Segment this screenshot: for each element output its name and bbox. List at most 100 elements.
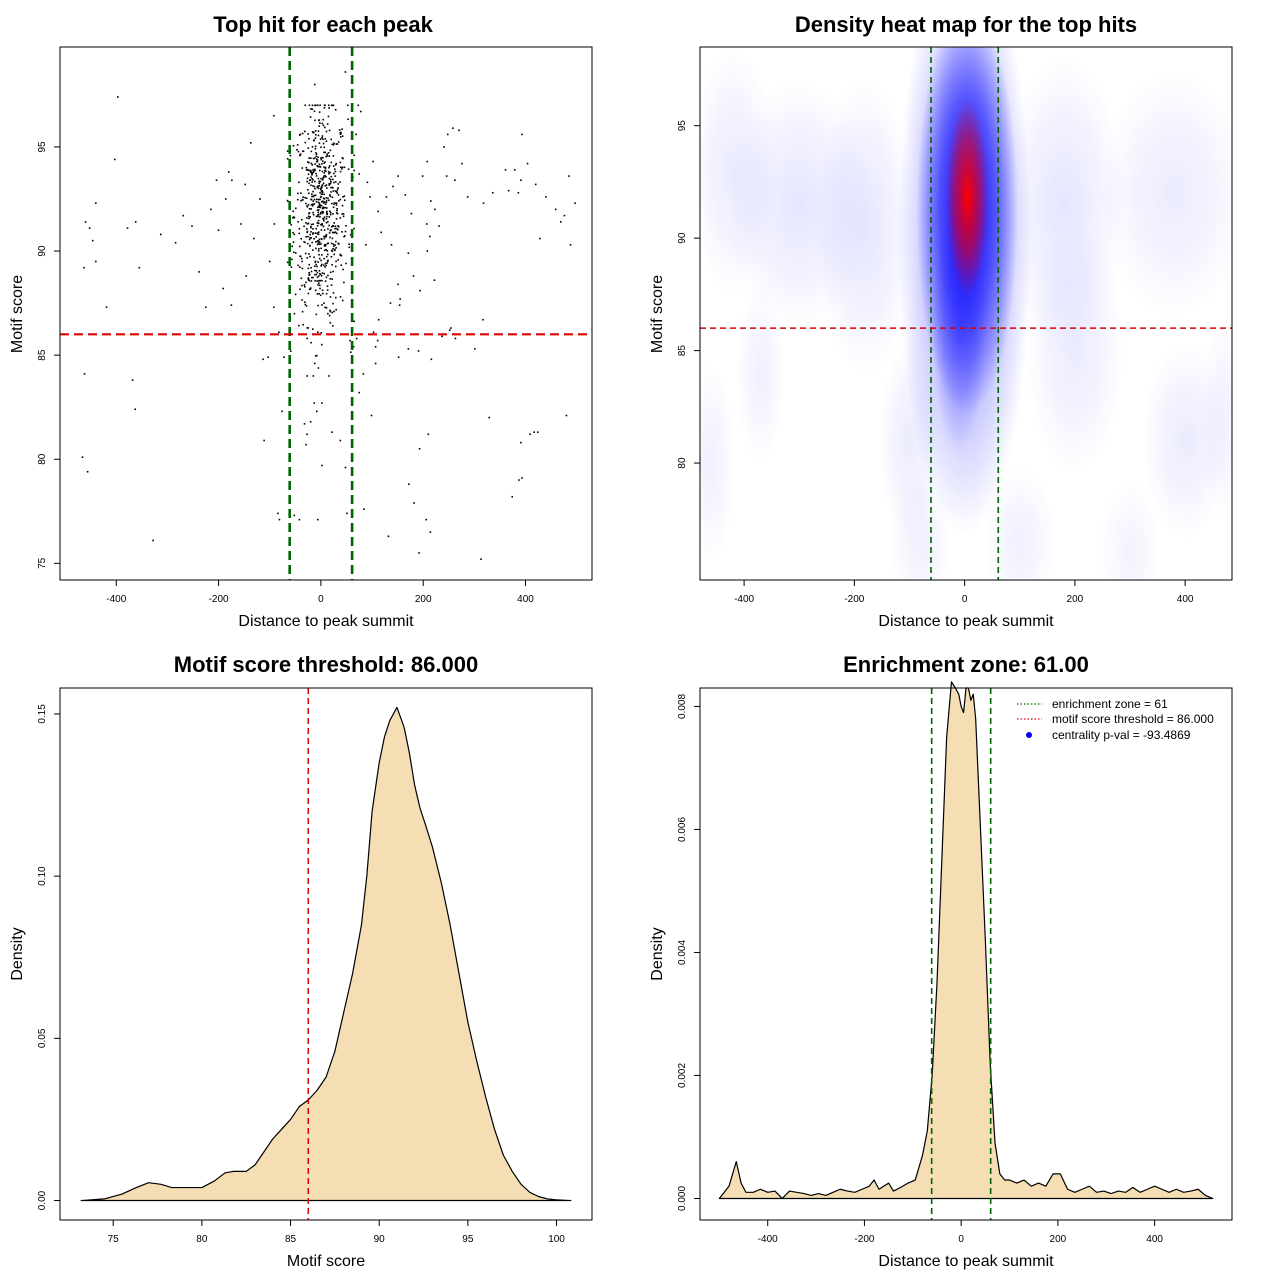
data-point [332,325,334,327]
data-point [307,147,310,149]
data-point [336,189,339,191]
y-tick-label: 0.00 [37,1190,48,1210]
data-point [316,159,319,162]
data-point [334,170,337,173]
data-point [315,175,318,177]
data-point [331,431,333,433]
data-point [310,223,313,226]
data-point [310,204,313,206]
data-point [222,287,224,290]
data-point [327,259,329,262]
data-point [117,96,119,98]
data-point [322,206,324,209]
data-point [335,218,338,220]
data-point [317,201,320,204]
data-point [321,289,324,292]
data-point [318,206,321,208]
data-point [331,237,334,240]
data-point [565,414,568,417]
data-point [325,201,328,204]
data-point [323,219,325,222]
data-point [324,161,326,163]
data-point [333,231,336,234]
data-point [330,138,332,141]
data-point [352,346,355,348]
data-point [328,107,330,109]
data-point [306,433,308,436]
data-point [320,146,322,149]
y-tick-label: 85 [677,345,688,357]
data-point [387,535,390,538]
data-point [319,216,321,218]
data-point [317,177,320,180]
x-tick-label: -200 [854,1234,874,1245]
data-point [330,249,333,252]
data-point [306,177,309,180]
data-point [353,227,355,230]
data-point [336,192,339,194]
data-point [321,464,323,467]
data-point [293,312,296,315]
data-point [359,110,362,113]
data-point [324,151,326,154]
data-point [296,148,298,151]
data-point [554,208,557,211]
data-point [259,198,261,200]
data-point [310,184,312,187]
data-point [534,183,537,186]
data-point [326,242,329,245]
data-point [325,248,328,251]
data-point [353,320,355,323]
data-point [321,402,323,404]
data-point [318,238,321,241]
legend-label: enrichment zone = 61 [1052,697,1168,711]
data-point [329,322,332,324]
data-point [320,193,323,195]
data-point [295,207,297,210]
data-point [83,266,85,269]
data-point [308,182,310,185]
data-point [318,241,321,244]
data-point [292,231,294,234]
data-point [337,194,340,196]
data-point [328,216,331,218]
data-point [312,249,314,251]
data-point [341,128,343,131]
data-point [228,171,230,173]
data-point [320,158,323,161]
data-point [319,180,322,183]
data-point [320,188,322,191]
data-point [314,119,316,122]
data-point [311,164,314,166]
data-point [312,375,315,377]
data-point [325,176,327,178]
data-point [370,414,373,417]
data-point [306,228,308,230]
data-point [224,198,227,200]
data-point [306,230,309,233]
data-point [316,243,319,246]
data-point [341,166,344,169]
data-point [159,233,162,236]
data-point [309,236,311,239]
data-point [317,215,319,218]
data-point [138,266,141,269]
data-point [291,258,293,261]
data-point [330,186,332,189]
data-point [318,284,321,287]
data-point [324,169,326,172]
data-point [289,154,292,157]
data-point [304,241,306,244]
data-point [306,217,308,219]
data-point [339,170,342,173]
data-point [335,202,337,204]
data-point [335,240,337,243]
data-point [325,207,328,209]
data-point [332,190,335,192]
data-point [327,115,330,118]
data-point [305,166,308,169]
data-point [304,303,307,306]
data-point [301,132,304,135]
data-point [320,229,323,231]
data-point [325,170,327,173]
